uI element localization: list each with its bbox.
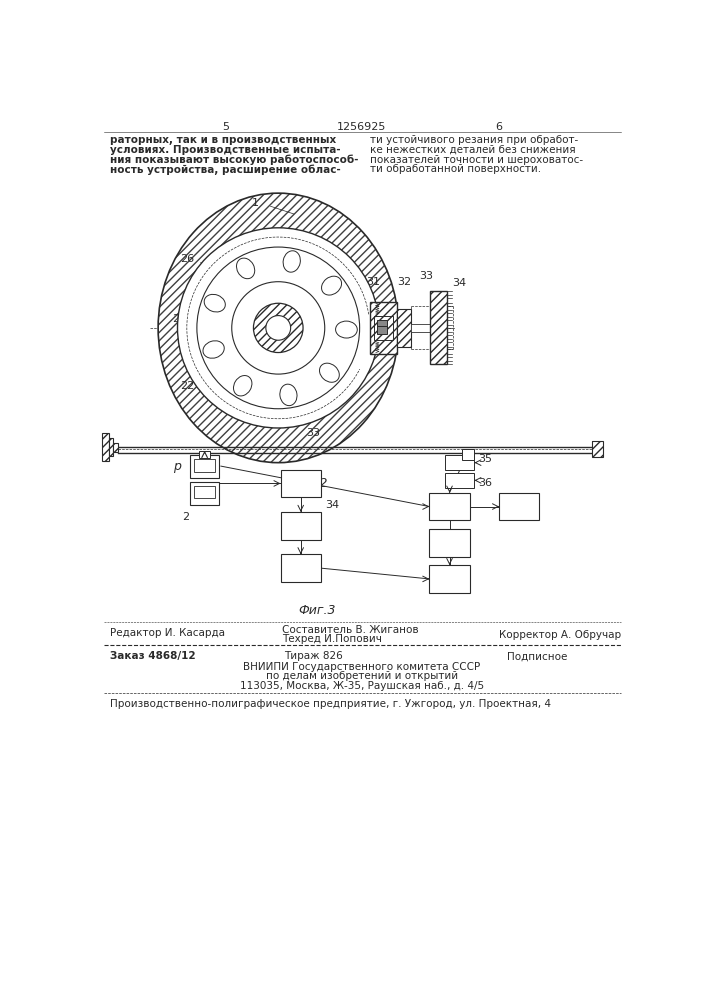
Bar — [373, 316, 393, 340]
Text: 2: 2 — [182, 512, 189, 522]
Text: ти устойчивого резания при обработ-: ти устойчивого резания при обработ- — [370, 135, 578, 145]
Text: 41: 41 — [293, 519, 308, 532]
Circle shape — [253, 303, 303, 353]
Text: 22: 22 — [180, 381, 194, 391]
Bar — [109, 438, 113, 456]
Text: показателей точности и шероховатос-: показателей точности и шероховатос- — [370, 155, 583, 165]
Bar — [592, 441, 603, 457]
Text: Заказ 4868/12: Заказ 4868/12 — [110, 651, 196, 661]
Text: Составитель В. Жиганов: Составитель В. Жиганов — [282, 625, 419, 635]
Ellipse shape — [158, 193, 398, 463]
Ellipse shape — [322, 276, 341, 295]
Ellipse shape — [204, 294, 226, 312]
Text: ность устройства, расширение облас-: ность устройства, расширение облас- — [110, 164, 341, 175]
Text: Подписное: Подписное — [507, 651, 567, 661]
Text: Производственно-полиграфическое предприятие, г. Ужгород, ул. Проектная, 4: Производственно-полиграфическое предприя… — [110, 699, 551, 709]
Bar — [194, 459, 216, 472]
Text: условиях. Производственные испыта-: условиях. Производственные испыта- — [110, 145, 341, 155]
Bar — [429, 565, 469, 593]
Text: 32: 32 — [397, 277, 411, 287]
Bar — [113, 443, 118, 452]
Text: Корректор А. Обручар: Корректор А. Обручар — [499, 630, 621, 640]
Bar — [499, 493, 539, 520]
Text: 35: 35 — [478, 454, 492, 464]
Text: раторных, так и в производственных: раторных, так и в производственных — [110, 135, 337, 145]
Bar — [103, 433, 109, 461]
Bar — [281, 470, 321, 497]
Bar — [370, 302, 397, 354]
Ellipse shape — [320, 363, 339, 382]
Text: 113035, Москва, Ж-35, Раушская наб., д. 4/5: 113035, Москва, Ж-35, Раушская наб., д. … — [240, 681, 484, 691]
Text: 1: 1 — [252, 198, 259, 208]
Bar — [445, 455, 474, 470]
Text: 27: 27 — [172, 314, 186, 324]
Ellipse shape — [237, 258, 255, 279]
Text: Тираж 826: Тираж 826 — [284, 651, 342, 661]
Bar — [411, 324, 430, 332]
Text: ния показывают высокую работоспособ-: ния показывают высокую работоспособ- — [110, 155, 358, 165]
Text: 35: 35 — [452, 458, 467, 468]
Circle shape — [177, 228, 379, 428]
Bar — [281, 554, 321, 582]
Text: 6: 6 — [496, 122, 503, 132]
Bar — [370, 302, 397, 354]
Text: 31: 31 — [366, 277, 380, 287]
Text: 42: 42 — [293, 477, 308, 490]
Text: 40: 40 — [442, 500, 457, 513]
Bar — [373, 316, 393, 340]
Bar — [430, 291, 448, 364]
Ellipse shape — [203, 341, 224, 358]
Text: 34: 34 — [325, 500, 339, 510]
Bar — [592, 441, 603, 457]
Bar — [199, 451, 210, 458]
Bar — [194, 486, 216, 498]
Text: 39: 39 — [511, 500, 527, 513]
Bar — [397, 309, 411, 347]
Text: 33: 33 — [419, 271, 433, 281]
Bar — [378, 320, 387, 326]
Text: по делам изобретений и открытий: по делам изобретений и открытий — [266, 671, 458, 681]
Bar — [429, 493, 469, 520]
Text: Фиг.3: Фиг.3 — [298, 604, 336, 617]
Text: ке нежестких деталей без снижения: ке нежестких деталей без снижения — [370, 145, 575, 155]
Text: Фиг.2: Фиг.2 — [291, 477, 328, 490]
Ellipse shape — [233, 376, 252, 396]
Bar — [397, 309, 411, 347]
Text: 43: 43 — [293, 562, 308, 575]
Text: 26: 26 — [180, 254, 194, 264]
Bar — [109, 438, 113, 456]
Text: p: p — [173, 460, 180, 473]
Bar — [462, 449, 474, 460]
Text: 38: 38 — [442, 572, 457, 585]
Text: ВНИИПИ Государственного комитета СССР: ВНИИПИ Государственного комитета СССР — [243, 662, 481, 672]
Text: 34: 34 — [452, 278, 466, 288]
Ellipse shape — [283, 251, 300, 272]
Bar — [190, 455, 219, 478]
Bar — [445, 473, 474, 488]
Bar — [103, 433, 109, 461]
Ellipse shape — [280, 384, 297, 406]
Text: 37: 37 — [442, 536, 457, 549]
Text: 5: 5 — [222, 122, 229, 132]
Text: ти обработанной поверхности.: ти обработанной поверхности. — [370, 164, 541, 174]
Text: Редактор И. Касарда: Редактор И. Касарда — [110, 628, 225, 638]
Bar — [378, 326, 387, 334]
Text: 1256925: 1256925 — [337, 122, 387, 132]
Bar — [429, 529, 469, 557]
Text: 33: 33 — [306, 428, 320, 438]
Circle shape — [232, 282, 325, 374]
Text: 36: 36 — [452, 475, 467, 485]
Bar — [281, 512, 321, 540]
Text: 36: 36 — [478, 478, 492, 488]
Text: Техред И.Попович: Техред И.Попович — [282, 634, 382, 644]
Bar — [113, 443, 118, 452]
Bar — [190, 482, 219, 505]
Bar — [430, 291, 448, 364]
Circle shape — [266, 316, 291, 340]
Ellipse shape — [336, 321, 357, 338]
